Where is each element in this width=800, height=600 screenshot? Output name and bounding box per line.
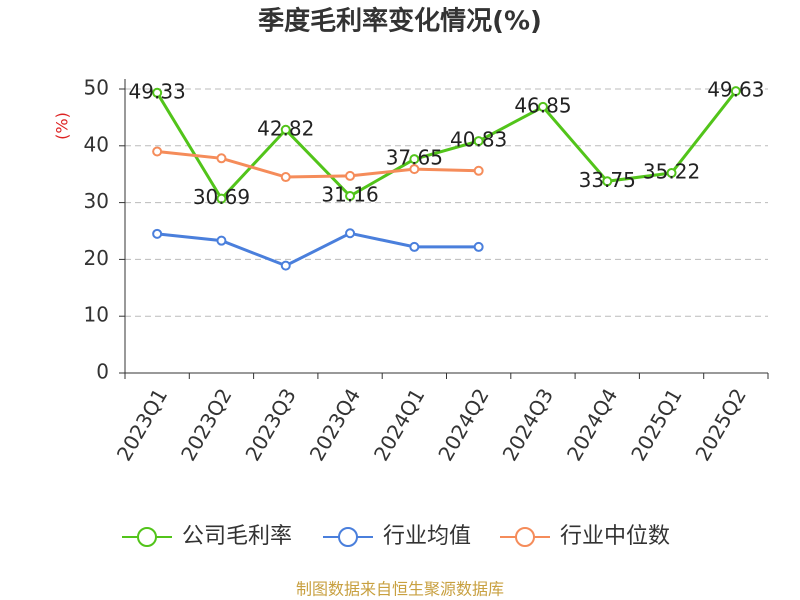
point <box>152 146 163 157</box>
y-tick-label: 50 <box>84 76 109 100</box>
y-tick-label: 20 <box>84 246 109 270</box>
chart-title: 季度毛利率变化情况(%) <box>258 6 542 37</box>
series-line <box>156 149 479 179</box>
point <box>473 241 484 252</box>
data-label: 33.75 <box>579 168 636 192</box>
y-tick-label: 30 <box>84 189 109 213</box>
source-note: 制图数据来自恒生聚源数据库 <box>296 580 504 599</box>
x-tick-label: 2023Q3 <box>240 384 300 465</box>
point <box>473 165 484 176</box>
data-label: 49.63 <box>707 78 764 102</box>
point <box>409 241 420 252</box>
data-label: 30.69 <box>193 185 250 209</box>
point <box>280 172 291 183</box>
point <box>345 170 356 181</box>
point <box>216 193 227 204</box>
legend-label: 公司毛利率 <box>182 524 292 549</box>
point <box>152 87 163 98</box>
legend-label: 行业中位数 <box>560 524 670 549</box>
series-line <box>156 231 479 268</box>
point <box>473 136 484 147</box>
x-tick-label: 2024Q4 <box>562 384 622 465</box>
data-label: 31.16 <box>321 183 378 207</box>
point <box>280 260 291 271</box>
series-line <box>155 90 738 202</box>
point <box>216 153 227 164</box>
point <box>537 101 548 112</box>
point <box>666 167 677 178</box>
point <box>602 176 613 187</box>
y-tick-label: 0 <box>96 360 109 384</box>
legend-label: 行业均值 <box>383 524 471 549</box>
point <box>409 164 420 175</box>
x-tick-label: 2024Q2 <box>433 384 493 465</box>
legend-marker <box>338 527 358 547</box>
data-label: 46.85 <box>514 93 571 117</box>
legend-marker <box>515 527 535 547</box>
y-axis-label: (%) <box>53 112 72 140</box>
point <box>345 191 356 202</box>
x-tick-label: 2025Q2 <box>690 384 750 465</box>
x-tick-label: 2023Q2 <box>176 384 236 465</box>
x-tick-label: 2024Q1 <box>369 384 429 465</box>
point <box>409 154 420 165</box>
x-tick-label: 2025Q1 <box>626 384 686 465</box>
legend-marker <box>137 527 157 547</box>
y-tick-label: 40 <box>84 132 109 156</box>
point <box>216 235 227 246</box>
point <box>730 86 741 97</box>
x-tick-label: 2023Q4 <box>305 384 365 465</box>
data-label: 49.33 <box>129 79 186 103</box>
point <box>280 124 291 135</box>
data-label: 42.82 <box>257 116 314 140</box>
y-tick-label: 10 <box>84 303 109 327</box>
data-label: 40.83 <box>450 128 507 152</box>
data-label: 35.22 <box>643 159 700 183</box>
x-tick-label: 2023Q1 <box>112 384 172 465</box>
x-tick-label: 2024Q3 <box>498 384 558 465</box>
point <box>345 228 356 239</box>
point <box>152 228 163 239</box>
